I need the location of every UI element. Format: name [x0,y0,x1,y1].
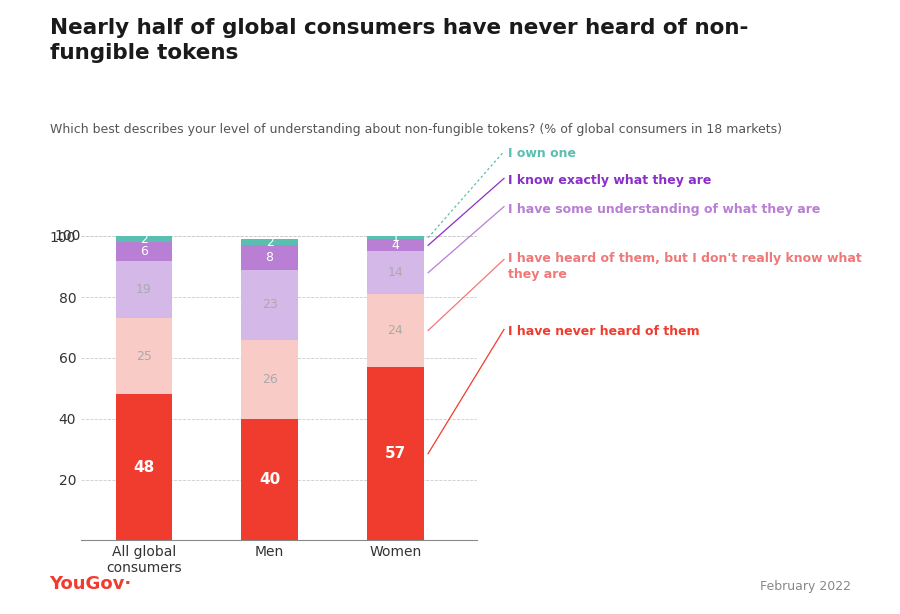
Text: 8: 8 [266,251,274,264]
Bar [367,239,424,252]
Text: Which best describes your level of understanding about non-fungible tokens? (% o: Which best describes your level of under… [50,123,781,136]
Text: Nearly half of global consumers have never heard of non-
fungible tokens: Nearly half of global consumers have nev… [50,18,748,63]
Text: 2: 2 [266,236,274,249]
Bar [367,252,424,294]
Text: I have heard of them, but I don't really know what
they are: I have heard of them, but I don't really… [508,252,862,281]
Bar [241,246,298,270]
Text: I know exactly what they are: I know exactly what they are [508,174,712,187]
Bar [115,318,172,394]
Bar [241,419,298,540]
Text: 48: 48 [133,460,155,475]
Text: 40: 40 [259,472,280,487]
Bar [241,239,298,246]
Text: 57: 57 [384,446,406,461]
Bar [367,294,424,367]
Bar [115,243,172,260]
Bar [115,394,172,540]
Text: 23: 23 [262,298,277,311]
Bar [115,236,172,243]
Text: 24: 24 [387,324,403,337]
Bar [367,236,424,239]
Text: 19: 19 [136,283,152,296]
Text: YouGov·: YouGov· [50,575,131,593]
Text: 26: 26 [262,373,277,386]
Bar [241,270,298,340]
Text: 1: 1 [392,231,400,244]
Text: 2: 2 [140,233,148,246]
Text: February 2022: February 2022 [760,580,850,593]
Bar [241,340,298,419]
Text: 6: 6 [140,245,148,258]
Bar [367,367,424,540]
Text: 4: 4 [392,239,400,252]
Bar [115,260,172,318]
Text: I have some understanding of what they are: I have some understanding of what they a… [508,203,821,216]
Text: 14: 14 [387,266,403,279]
Text: I own one: I own one [508,147,577,160]
Text: 25: 25 [136,350,152,363]
Text: 100: 100 [55,229,81,243]
Text: I have never heard of them: I have never heard of them [508,325,700,338]
